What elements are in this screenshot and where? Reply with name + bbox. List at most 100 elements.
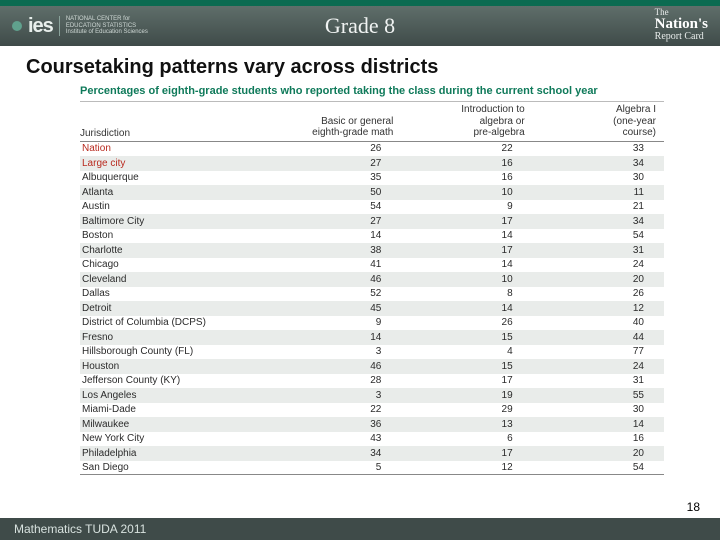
cell-value: 26 <box>270 143 401 154</box>
cell-value: 9 <box>401 201 532 212</box>
cell-value: 34 <box>533 216 664 227</box>
col-basic-math: Basic or general eighth-grade math <box>270 102 401 141</box>
col-prealgebra: Introduction to algebra or pre-algebra <box>401 102 532 141</box>
table-row: Boston141454 <box>80 229 664 244</box>
cell-value: 14 <box>401 230 532 241</box>
cell-value: 31 <box>533 375 664 386</box>
table-row: Large city271634 <box>80 156 664 171</box>
cell-value: 13 <box>401 419 532 430</box>
cell-value: 54 <box>533 462 664 473</box>
table-row: Albuquerque351630 <box>80 171 664 186</box>
cell-jurisdiction: Detroit <box>80 303 270 314</box>
cell-value: 14 <box>401 259 532 270</box>
cell-jurisdiction: Philadelphia <box>80 448 270 459</box>
table-row: Los Angeles31955 <box>80 388 664 403</box>
cell-jurisdiction: District of Columbia (DCPS) <box>80 317 270 328</box>
cell-value: 12 <box>533 303 664 314</box>
cell-value: 10 <box>401 187 532 198</box>
cell-value: 5 <box>270 462 401 473</box>
table-row: Dallas52826 <box>80 287 664 302</box>
page-title: Coursetaking patterns vary across distri… <box>0 46 720 83</box>
cell-value: 19 <box>401 390 532 401</box>
table-body: Nation262233Large city271634Albuquerque3… <box>80 142 664 476</box>
cell-value: 26 <box>533 288 664 299</box>
table-header-row: Jurisdiction Basic or general eighth-gra… <box>80 102 664 142</box>
col1-line2: eighth-grade math <box>278 127 393 139</box>
cell-value: 14 <box>401 303 532 314</box>
cell-value: 28 <box>270 375 401 386</box>
table-row: Charlotte381731 <box>80 243 664 258</box>
cell-value: 41 <box>270 259 401 270</box>
cell-jurisdiction: San Diego <box>80 462 270 473</box>
table-row: New York City43616 <box>80 432 664 447</box>
table-row: Atlanta501011 <box>80 185 664 200</box>
cell-value: 6 <box>401 433 532 444</box>
cell-value: 20 <box>533 448 664 459</box>
table-row: Austin54921 <box>80 200 664 215</box>
cell-value: 30 <box>533 172 664 183</box>
table-row: Nation262233 <box>80 142 664 157</box>
cell-value: 8 <box>401 288 532 299</box>
cell-jurisdiction: Baltimore City <box>80 216 270 227</box>
cell-value: 21 <box>533 201 664 212</box>
cell-value: 35 <box>270 172 401 183</box>
cell-value: 22 <box>270 404 401 415</box>
table-row: Jefferson County (KY)281731 <box>80 374 664 389</box>
cell-value: 43 <box>270 433 401 444</box>
cell-value: 9 <box>270 317 401 328</box>
slide-header: ies NATIONAL CENTER for EDUCATION STATIS… <box>0 6 720 46</box>
cell-value: 30 <box>533 404 664 415</box>
table-caption: Percentages of eighth-grade students who… <box>80 83 664 102</box>
cell-value: 24 <box>533 361 664 372</box>
col2-line3: pre-algebra <box>409 127 524 139</box>
table-row: Houston461524 <box>80 359 664 374</box>
cell-jurisdiction: Miami-Dade <box>80 404 270 415</box>
table-row: Baltimore City271734 <box>80 214 664 229</box>
cell-value: 16 <box>533 433 664 444</box>
cell-value: 24 <box>533 259 664 270</box>
cell-value: 17 <box>401 448 532 459</box>
cell-value: 10 <box>401 274 532 285</box>
cell-value: 16 <box>401 158 532 169</box>
cell-value: 54 <box>270 201 401 212</box>
table-row: Miami-Dade222930 <box>80 403 664 418</box>
cell-value: 16 <box>401 172 532 183</box>
nrc-rc: Report Card <box>655 32 708 42</box>
cell-jurisdiction: Boston <box>80 230 270 241</box>
table-row: Fresno141544 <box>80 330 664 345</box>
cell-value: 54 <box>533 230 664 241</box>
cell-value: 44 <box>533 332 664 343</box>
cell-jurisdiction: Albuquerque <box>80 172 270 183</box>
table-row: Cleveland461020 <box>80 272 664 287</box>
nrc-big: Nation's <box>655 17 708 32</box>
cell-value: 55 <box>533 390 664 401</box>
cell-jurisdiction: Milwaukee <box>80 419 270 430</box>
cell-value: 38 <box>270 245 401 256</box>
cell-value: 45 <box>270 303 401 314</box>
cell-jurisdiction: Los Angeles <box>80 390 270 401</box>
col3-line2: (one-year <box>541 116 656 128</box>
table-row: Chicago411424 <box>80 258 664 273</box>
table-row: Philadelphia341720 <box>80 446 664 461</box>
cell-value: 4 <box>401 346 532 357</box>
cell-jurisdiction: Nation <box>80 143 270 154</box>
data-table: Percentages of eighth-grade students who… <box>0 83 720 475</box>
cell-jurisdiction: Large city <box>80 158 270 169</box>
table-row: Detroit451412 <box>80 301 664 316</box>
cell-jurisdiction: Austin <box>80 201 270 212</box>
cell-value: 14 <box>533 419 664 430</box>
cell-value: 33 <box>533 143 664 154</box>
cell-jurisdiction: Atlanta <box>80 187 270 198</box>
col1-line1: Basic or general <box>278 116 393 128</box>
cell-jurisdiction: Chicago <box>80 259 270 270</box>
cell-value: 50 <box>270 187 401 198</box>
cell-jurisdiction: Dallas <box>80 288 270 299</box>
cell-value: 29 <box>401 404 532 415</box>
cell-value: 3 <box>270 390 401 401</box>
col3-line1: Algebra I <box>541 104 656 116</box>
cell-value: 36 <box>270 419 401 430</box>
cell-value: 17 <box>401 375 532 386</box>
cell-value: 77 <box>533 346 664 357</box>
cell-value: 27 <box>270 216 401 227</box>
cell-value: 15 <box>401 332 532 343</box>
